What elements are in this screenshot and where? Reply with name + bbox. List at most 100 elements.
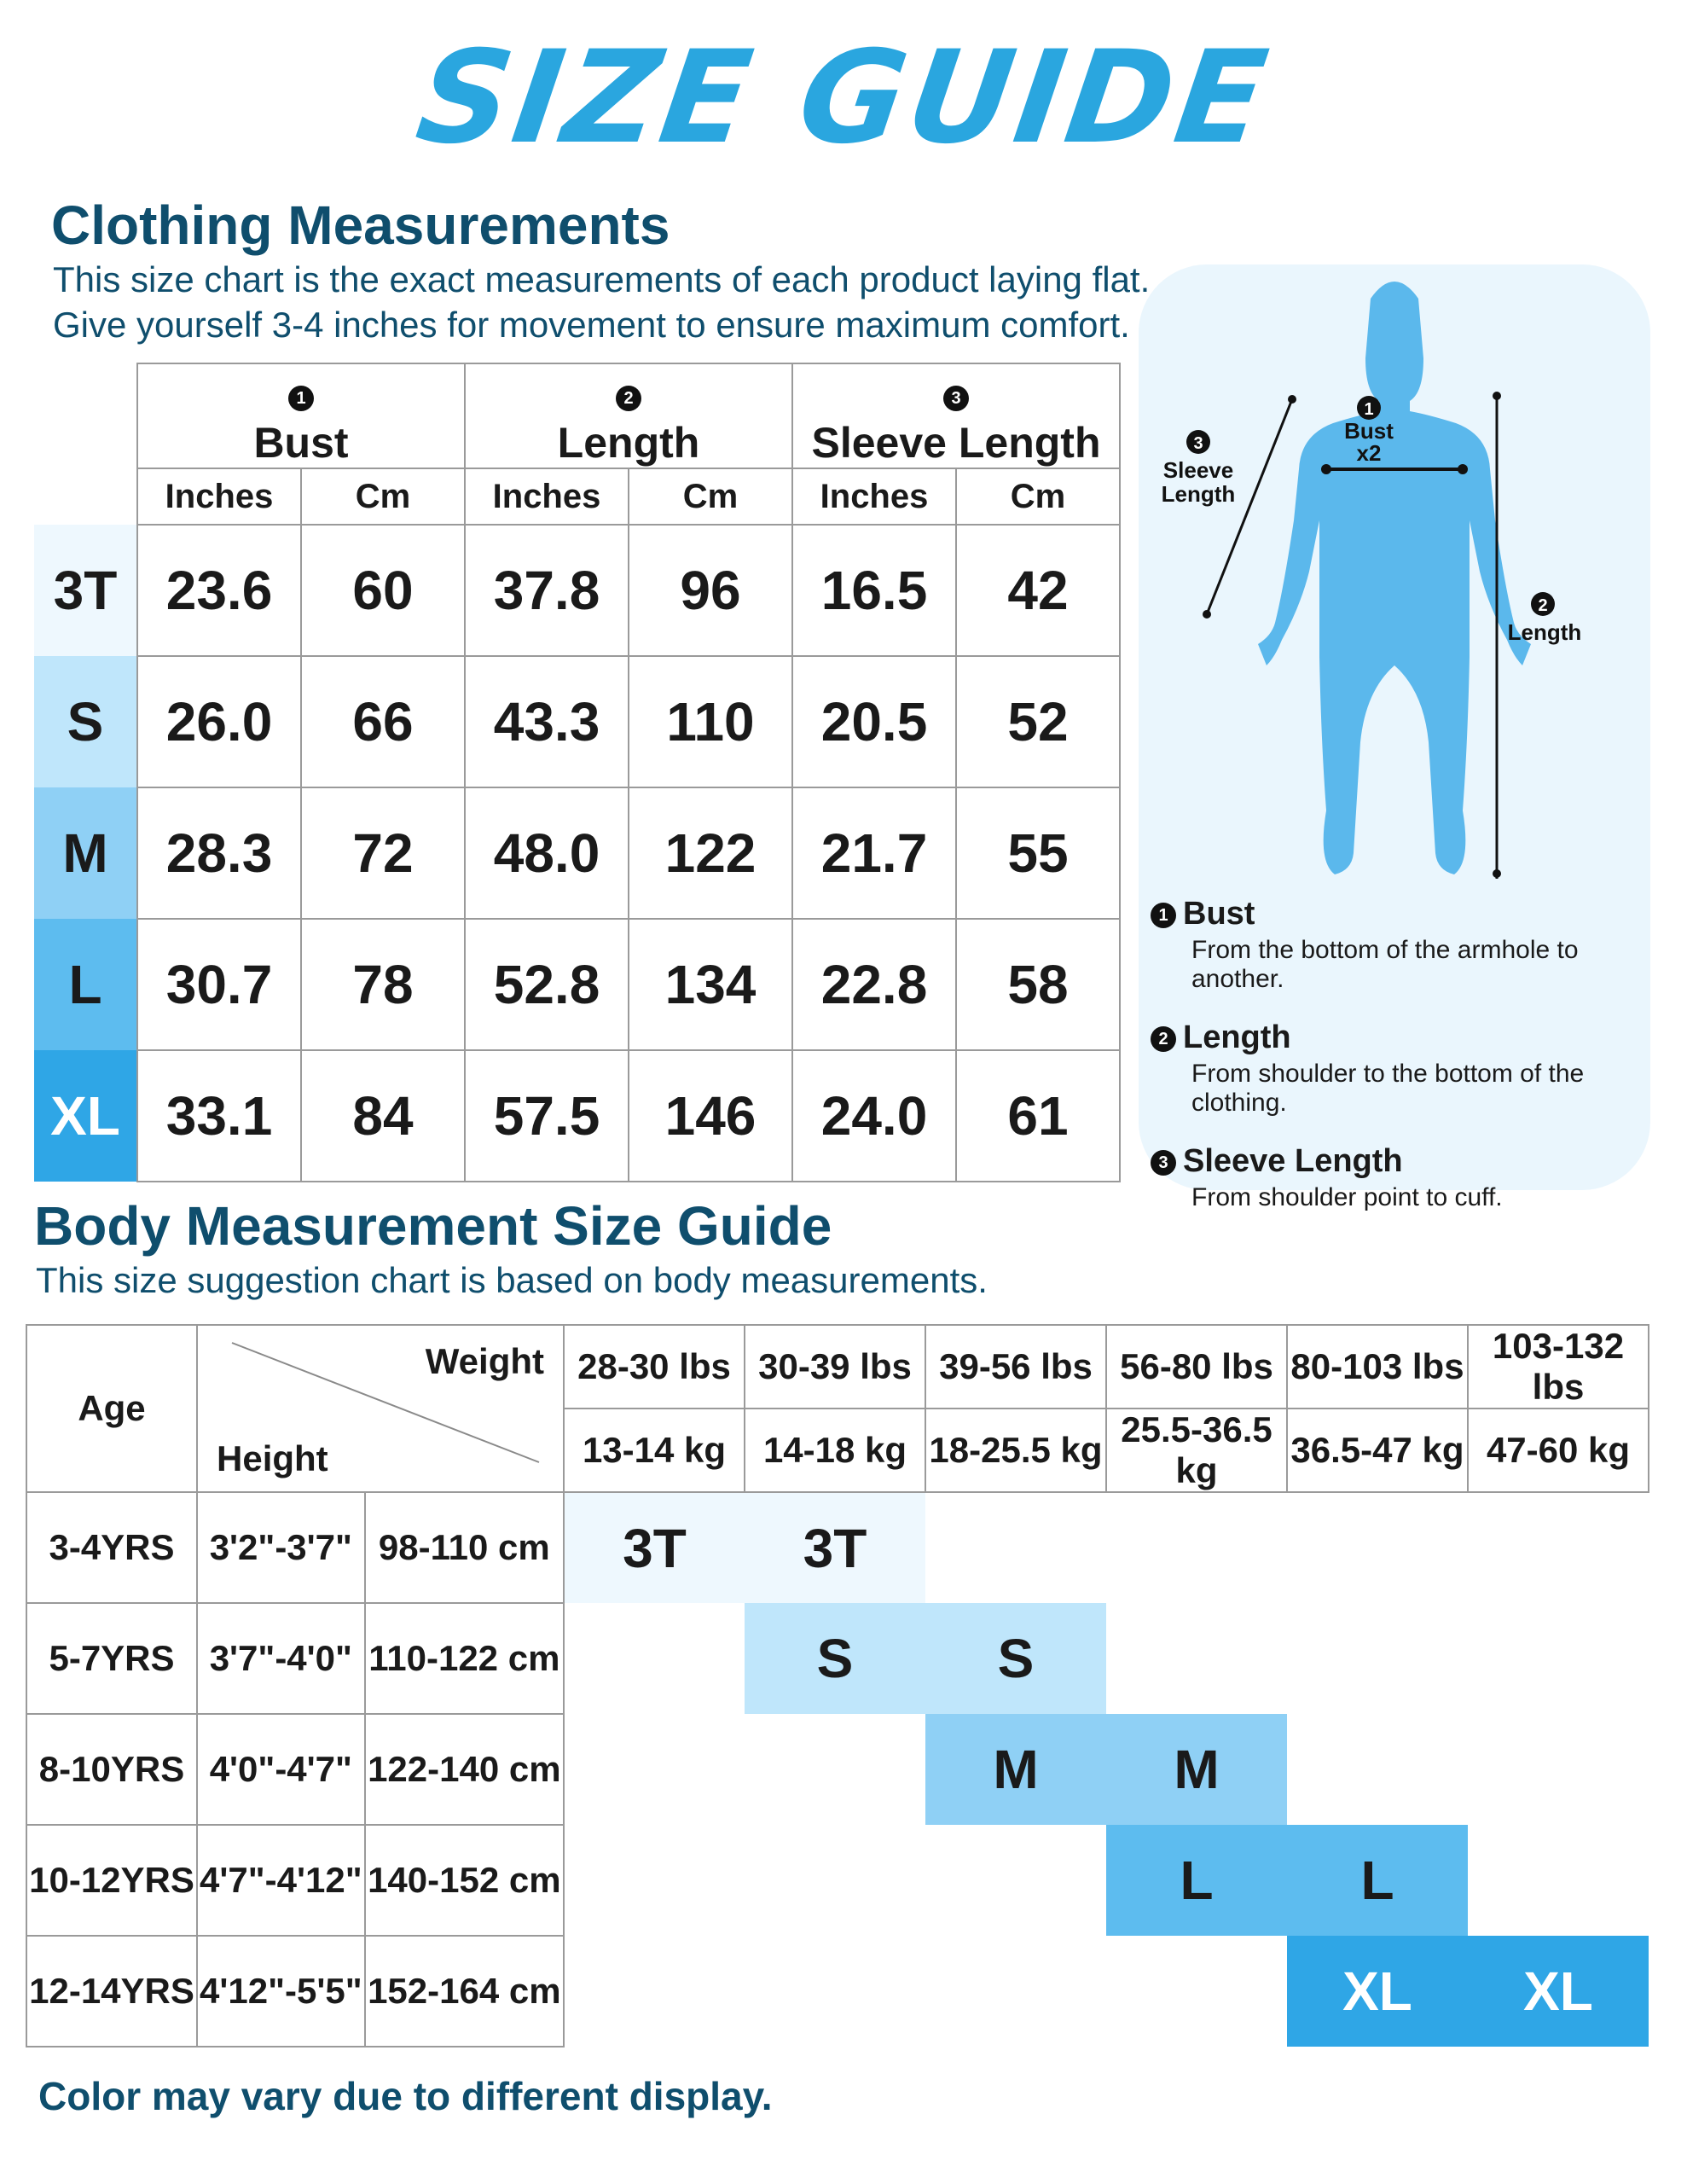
height-cm-cell: 98-110 cm [363,1491,565,1604]
corner-cell [34,468,137,525]
sleeve-number-icon [1186,430,1210,454]
weight-kg-header: 13-14 kg [563,1408,745,1493]
clothing-subtitle-line2: Give yourself 3-4 inches for movement to… [53,304,1130,345]
age-cell: 5-7YRS [26,1602,198,1715]
legend-number-icon: 1 [1151,902,1176,928]
bust-label-line1: Bust [1344,418,1394,444]
size-cell: S [745,1603,925,1714]
height-ft-cell: 4'0"-4'7" [196,1713,366,1826]
unit-header-row: Inches Cm Inches Cm Inches Cm [34,468,1121,526]
measurement-value: 84 [300,1049,466,1182]
legend-item: 1 Bust From the bottom of the armhole to a… [1151,896,1650,994]
table-row: 12-14YRS 4'12"-5'5" 152-164 cm XL XL [26,1935,1649,2048]
group-label: Bust [253,419,349,467]
empty-cell [564,1714,745,1825]
sleeve-number: 3 [1193,434,1203,453]
empty-cell [1468,1492,1649,1603]
sleeve-measure-point-top [1288,395,1296,404]
weight-header-row: Age Weight Height 28-30 lbs 30-39 lbs 39-56 l… [26,1324,1649,1493]
measurement-value: 66 [300,655,466,788]
empty-cell [564,1936,745,2047]
bust-number: 1 [1364,400,1373,419]
empty-cell [1106,1492,1287,1603]
height-cm-cell: 140-152 cm [363,1824,565,1937]
measurement-value: 23.6 [136,524,302,657]
measurement-value: 110 [628,655,793,788]
body-silhouette-icon [1258,282,1531,874]
weight-kg-header: 47-60 kg [1467,1408,1649,1493]
table-row: M 28.3 72 48.0 122 21.7 55 [34,787,1121,920]
measurement-value: 20.5 [791,655,957,788]
table-row: XL 33.1 84 57.5 146 24.0 61 [34,1049,1121,1182]
group-label: Length [557,419,700,467]
legend-number-icon: 2 [1151,1025,1176,1052]
group-header-bust: 1 Bust [136,363,466,469]
measurement-value: 55 [955,787,1121,920]
group-header-sleeve-length: 3 Sleeve Length [791,363,1121,469]
size-label: XL [34,1050,137,1182]
clothing-heading: Clothing Measurements [51,195,670,256]
unit-header: Cm [628,468,793,526]
weight-kg-header: 14-18 kg [744,1408,926,1493]
measurement-value: 52 [955,655,1121,788]
measurement-value: 42 [955,524,1121,657]
age-cell: 8-10YRS [26,1713,198,1826]
height-cm-cell: 110-122 cm [363,1602,565,1715]
measurement-value: 58 [955,918,1121,1051]
weight-height-header: Weight Height [196,1324,565,1493]
weight-kg-header: 25.5-36.5 kg [1105,1408,1288,1493]
height-cm-cell: 152-164 cm [363,1935,565,2048]
group-number-icon: 3 [943,386,969,411]
measurement-value: 60 [300,524,466,657]
height-ft-cell: 4'7"-4'12" [196,1824,366,1937]
legend-number-icon: 3 [1151,1149,1176,1176]
empty-cell [1287,1714,1468,1825]
empty-cell [564,1825,745,1936]
size-label: M [34,787,137,919]
weight-lbs-header: 103-132 lbs [1467,1324,1649,1409]
empty-cell [1468,1603,1649,1714]
body-measurement-table: Age Weight Height 28-30 lbs 30-39 lbs 39-56 l… [26,1324,1649,2048]
measurement-value: 22.8 [791,918,957,1051]
unit-header: Inches [136,468,302,526]
weight-lbs-header: 80-103 lbs [1286,1324,1469,1409]
legend-description: From the bottom of the armhole to anothe… [1191,936,1579,993]
measurement-value: 57.5 [464,1049,629,1182]
bust-label-line2: x2 [1357,440,1382,466]
group-label: Sleeve Length [811,419,1101,467]
sleeve-measure-point-bottom [1203,610,1211,619]
table-row: 8-10YRS 4'0"-4'7" 122-140 cm M M [26,1713,1649,1826]
size-label: 3T [34,525,137,656]
legend-title: 3 Sleeve Length [1151,1143,1650,1180]
length-measure-point-top [1493,392,1501,400]
height-label: Height [217,1438,328,1478]
measurement-value: 16.5 [791,524,957,657]
length-measure-point-bottom [1493,869,1501,878]
unit-header: Cm [300,468,466,526]
empty-cell [1287,1492,1468,1603]
unit-header: Inches [464,468,629,526]
age-cell: 3-4YRS [26,1491,198,1604]
bust-measure-point-right [1458,464,1468,474]
weight-lbs-header: 28-30 lbs [563,1324,745,1409]
empty-cell [745,1936,925,2047]
weight-kg-header: 18-25.5 kg [925,1408,1107,1493]
legend-title-text: Bust [1183,896,1255,932]
table-row: S 26.0 66 43.3 110 20.5 52 [34,655,1121,788]
length-number: 2 [1538,596,1547,615]
weight-lbs-header: 30-39 lbs [744,1324,926,1409]
sleeve-label-line1: Sleeve [1163,457,1233,483]
footer-note: Color may vary due to different display. [38,2074,773,2118]
weight-kg-row: 13-14 kg 14-18 kg 18-25.5 kg 25.5-36.5 kg 36… [26,1408,1649,1493]
page-title: SIZE GUIDE [409,24,1278,172]
measurement-legend: 1 Bust From the bottom of the armhole to a… [1151,896,1650,1238]
height-ft-cell: 4'12"-5'5" [196,1935,366,2048]
table-row: 10-12YRS 4'7"-4'12" 140-152 cm L L [26,1824,1649,1937]
measurement-value: 43.3 [464,655,629,788]
body-figure-diagram: 1 Bust x2 3 Sleeve Length 2 Length [1162,282,1581,879]
height-cm-cell: 122-140 cm [363,1713,565,1826]
diagonal-divider-icon [231,1342,540,1463]
empty-cell [925,1492,1106,1603]
measurement-value: 134 [628,918,793,1051]
bust-number-icon [1357,396,1381,420]
